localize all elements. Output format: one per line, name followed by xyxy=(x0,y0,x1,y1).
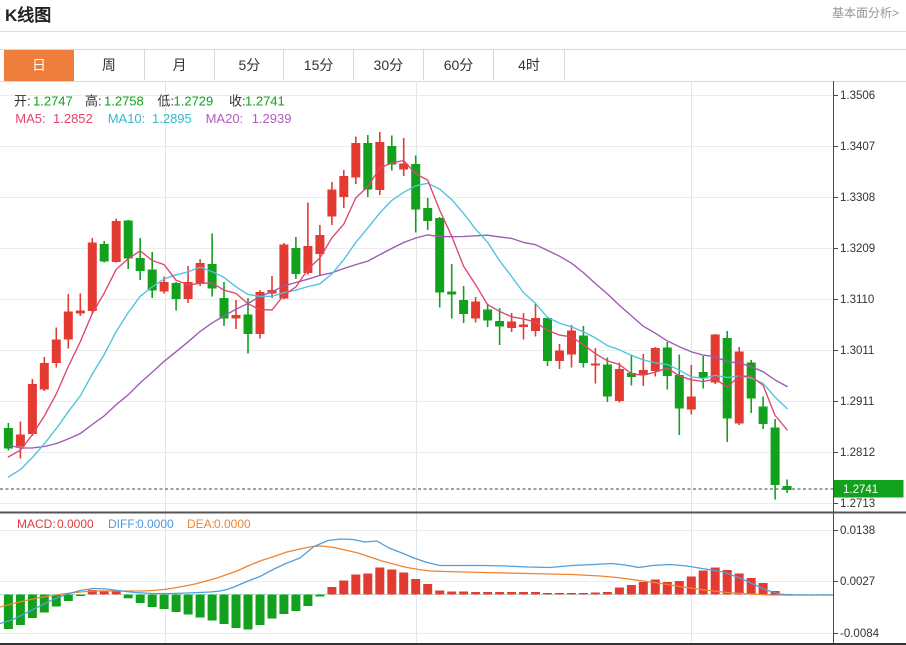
svg-text:-0.0084: -0.0084 xyxy=(840,628,880,640)
svg-text:1.2741: 1.2741 xyxy=(245,94,285,109)
svg-text:1.3011: 1.3011 xyxy=(840,345,874,357)
svg-text:0.0000: 0.0000 xyxy=(137,517,174,531)
svg-text:1.2939: 1.2939 xyxy=(252,111,292,126)
svg-text:MA20:: MA20: xyxy=(206,111,244,126)
svg-text:1.3209: 1.3209 xyxy=(840,243,875,255)
svg-text:1.3407: 1.3407 xyxy=(840,141,875,153)
svg-text:1.3506: 1.3506 xyxy=(840,90,875,102)
svg-text:0.0138: 0.0138 xyxy=(840,525,875,537)
svg-text:1.2741: 1.2741 xyxy=(843,484,878,496)
svg-text:收:: 收: xyxy=(229,94,246,109)
svg-text:DIFF:: DIFF: xyxy=(108,517,138,531)
svg-text:开:: 开: xyxy=(14,94,31,109)
svg-text:0.0000: 0.0000 xyxy=(214,517,251,531)
svg-text:0.0027: 0.0027 xyxy=(840,576,875,588)
svg-text:低:: 低: xyxy=(158,94,175,109)
svg-text:1.2852: 1.2852 xyxy=(53,111,93,126)
svg-text:1.2758: 1.2758 xyxy=(104,94,144,109)
svg-text:1.3308: 1.3308 xyxy=(840,192,875,204)
svg-text:1.2911: 1.2911 xyxy=(840,396,874,408)
svg-text:1.2895: 1.2895 xyxy=(152,111,192,126)
svg-text:0.0000: 0.0000 xyxy=(57,517,94,531)
svg-text:1.2713: 1.2713 xyxy=(840,498,875,510)
svg-text:1.2747: 1.2747 xyxy=(33,94,73,109)
svg-text:MA10:: MA10: xyxy=(108,111,146,126)
svg-text:MACD:: MACD: xyxy=(17,517,56,531)
svg-text:1.2812: 1.2812 xyxy=(840,447,875,459)
svg-text:DEA:: DEA: xyxy=(187,517,215,531)
svg-text:MA5:: MA5: xyxy=(15,111,45,126)
svg-text:1.2729: 1.2729 xyxy=(174,94,214,109)
svg-text:1.3110: 1.3110 xyxy=(840,294,874,306)
svg-text:高:: 高: xyxy=(85,94,102,109)
